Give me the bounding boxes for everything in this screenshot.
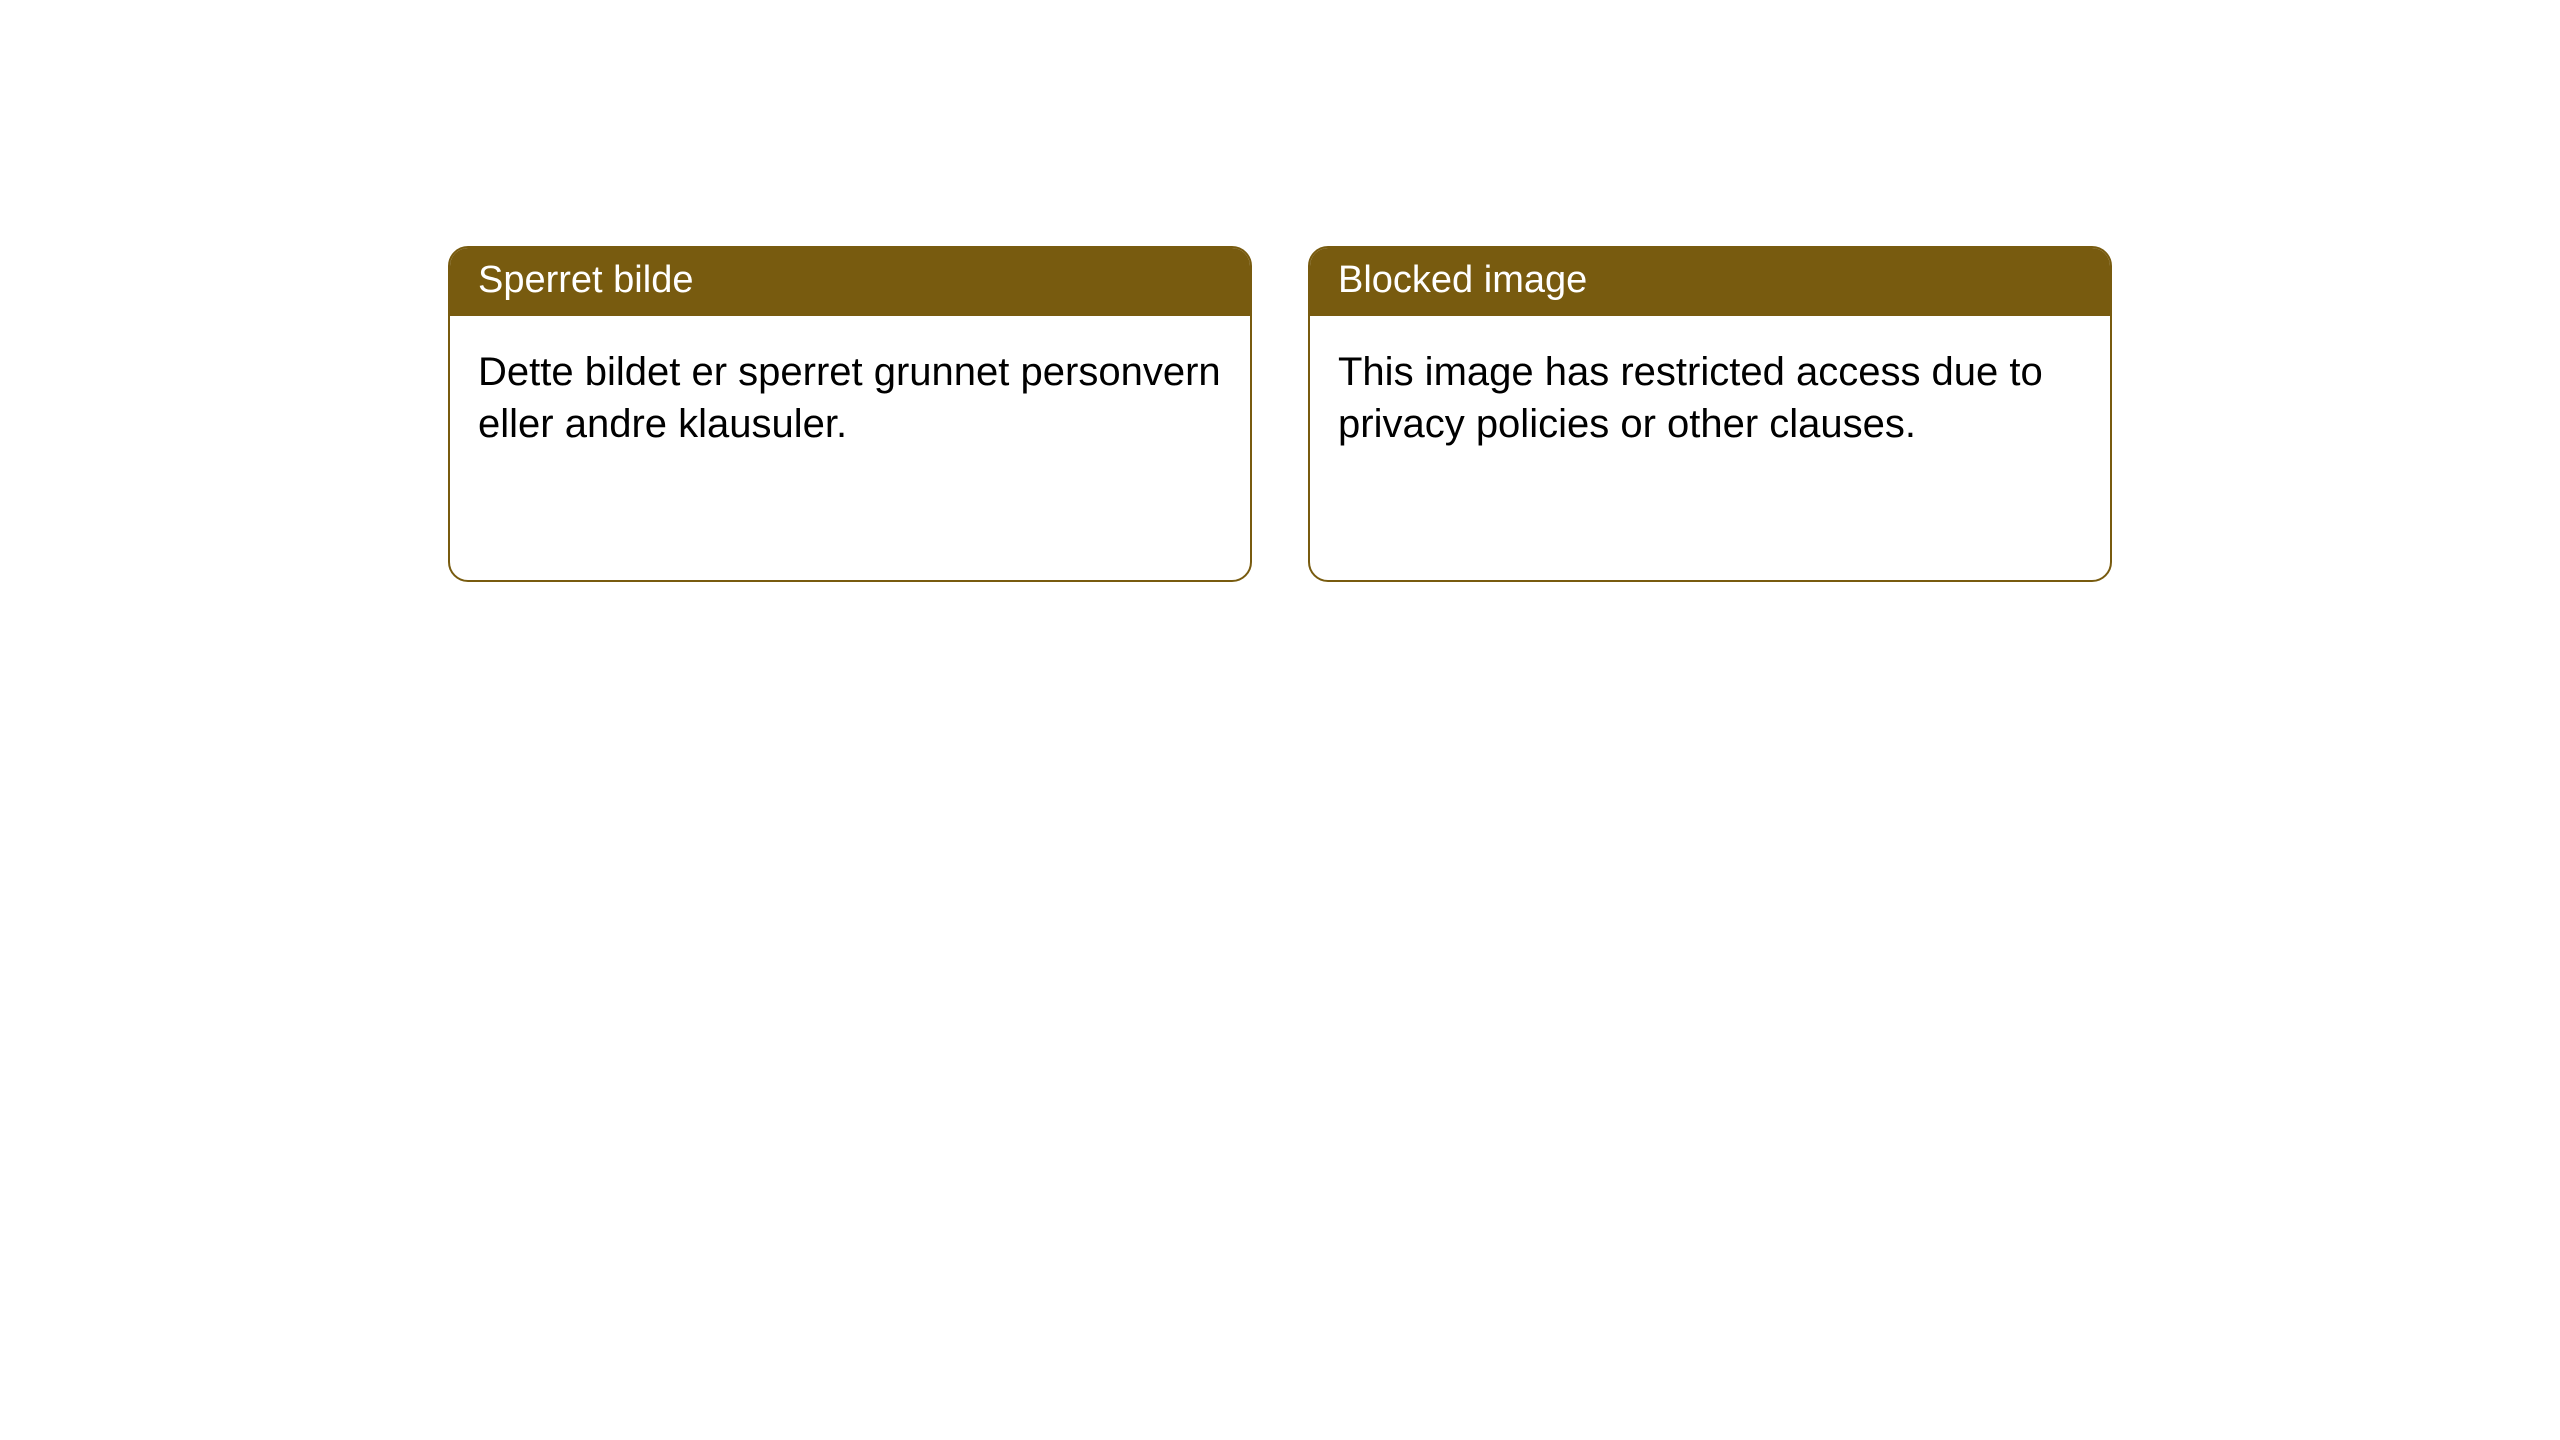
notice-body: This image has restricted access due to …	[1310, 316, 2110, 480]
notice-card-norwegian: Sperret bilde Dette bildet er sperret gr…	[448, 246, 1252, 582]
notice-card-english: Blocked image This image has restricted …	[1308, 246, 2112, 582]
notice-header: Sperret bilde	[450, 248, 1250, 316]
notice-body: Dette bildet er sperret grunnet personve…	[450, 316, 1250, 480]
notice-header: Blocked image	[1310, 248, 2110, 316]
notice-container: Sperret bilde Dette bildet er sperret gr…	[0, 0, 2560, 582]
